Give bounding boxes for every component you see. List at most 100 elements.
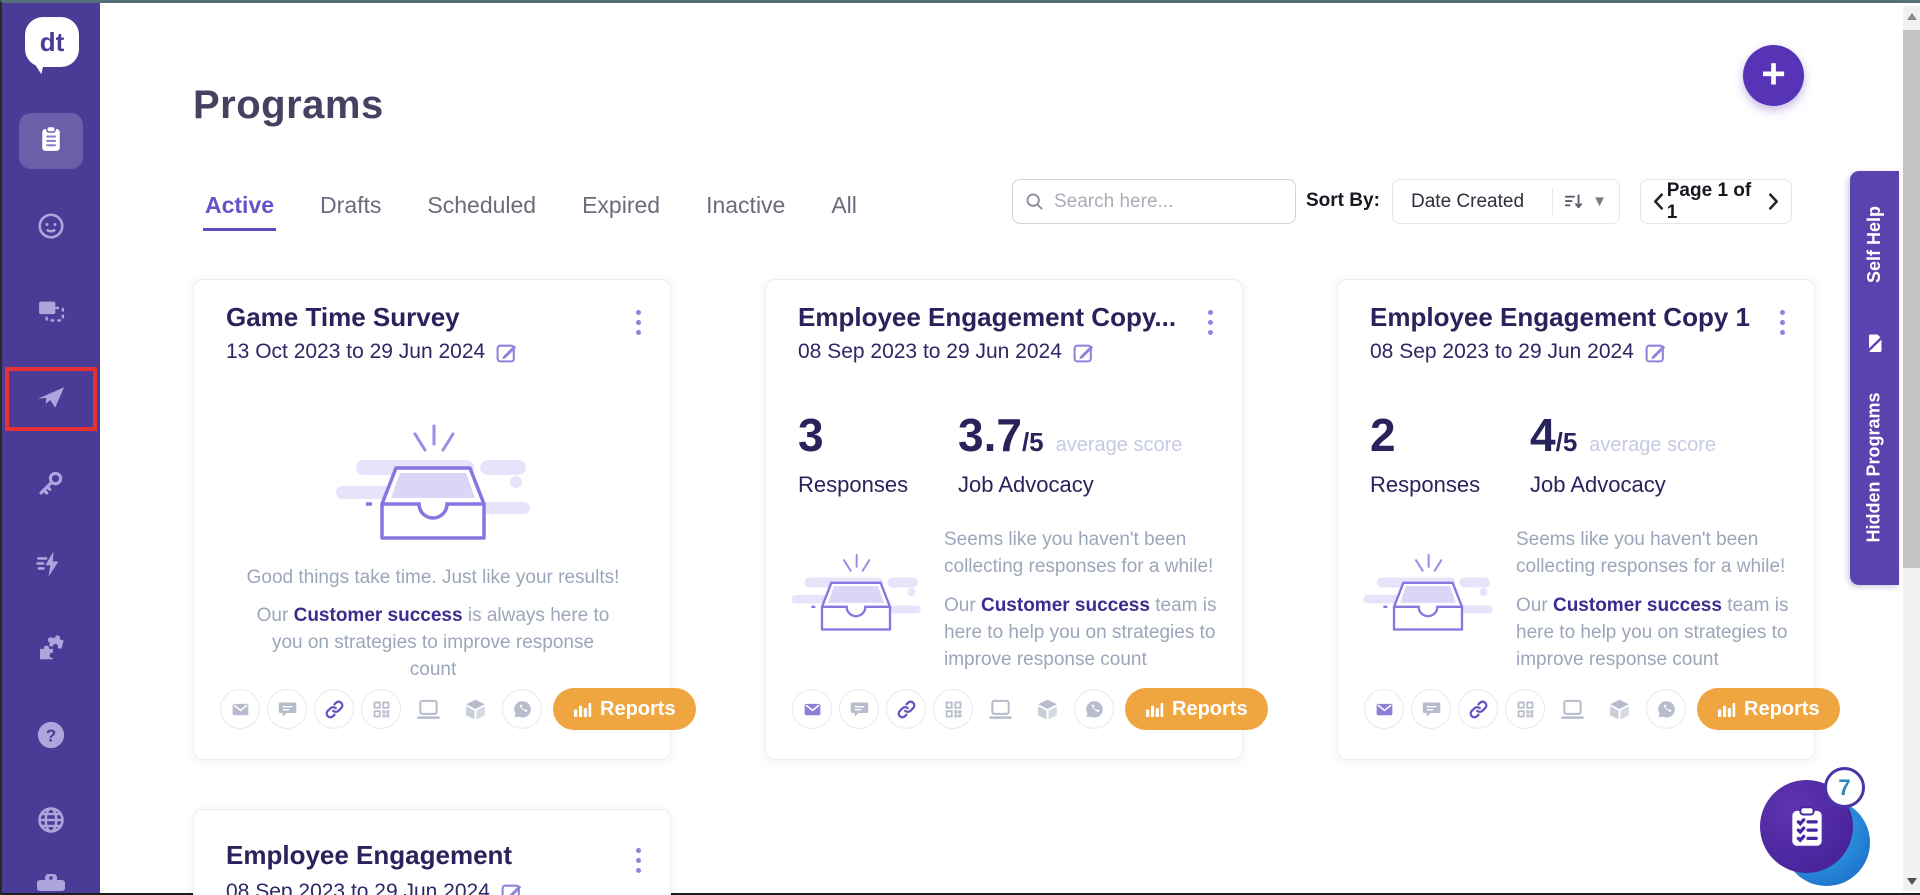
edit-dates-icon[interactable] xyxy=(1072,341,1095,364)
card-menu-button[interactable] xyxy=(1200,306,1220,339)
speed-lightning-icon xyxy=(36,549,66,584)
whatsapp-channel-button[interactable] xyxy=(502,689,542,729)
paper-plane-icon xyxy=(36,382,66,417)
divider xyxy=(1552,188,1554,215)
badge-count: 7 xyxy=(1838,774,1851,800)
sidebar-item-programs[interactable] xyxy=(19,113,83,169)
bar-chart-icon xyxy=(1146,702,1164,717)
tab-active[interactable]: Active xyxy=(202,192,277,231)
sidebar-item-quick-actions[interactable] xyxy=(2,538,100,594)
share-link-channel-button[interactable] xyxy=(1458,689,1498,729)
qr-code-channel-button[interactable] xyxy=(1505,689,1545,729)
card-menu-button[interactable] xyxy=(628,844,648,877)
scroll-down-button[interactable] xyxy=(1903,871,1920,891)
qr-code-channel-button[interactable] xyxy=(933,689,973,729)
prev-page-button[interactable] xyxy=(1653,192,1667,212)
page-title: Programs xyxy=(193,83,384,127)
sidebar-item-distribute[interactable] xyxy=(2,371,100,427)
note-prefix: Our xyxy=(944,595,976,616)
customer-success-link[interactable]: Customer success xyxy=(293,605,463,626)
edit-dates-icon[interactable] xyxy=(500,881,523,895)
scrollbar-thumb[interactable] xyxy=(1903,30,1920,568)
laptop-icon xyxy=(1560,699,1584,719)
smiley-icon xyxy=(36,211,66,246)
hidden-programs-icon-wrap[interactable] xyxy=(1850,323,1899,363)
reports-button[interactable]: Reports xyxy=(1697,688,1840,730)
globe-icon xyxy=(36,805,66,840)
responses-stat: 3 Responses xyxy=(798,412,908,498)
card-menu-button[interactable] xyxy=(628,306,648,339)
hidden-document-icon xyxy=(1864,332,1886,354)
score-stat: 4 /5 average score Job Advocacy xyxy=(1530,412,1716,498)
distribution-channels: Reports xyxy=(1364,688,1840,730)
sidebar-item-toolbox[interactable] xyxy=(2,871,100,895)
scroll-up-button[interactable] xyxy=(1903,6,1920,26)
qr-code-icon xyxy=(1517,701,1533,717)
sms-channel-button[interactable] xyxy=(1411,689,1451,729)
empty-inbox-illustration xyxy=(1358,548,1498,640)
score-stat: 3.7 /5 average score Job Advocacy xyxy=(958,412,1182,498)
envelope-icon xyxy=(232,703,248,715)
sidebar-item-screens[interactable] xyxy=(2,285,100,341)
kiosk-channel-button[interactable] xyxy=(1552,689,1592,729)
responses-value: 2 xyxy=(1370,409,1396,461)
edit-dates-icon[interactable] xyxy=(1644,341,1667,364)
kiosk-channel-button[interactable] xyxy=(408,689,448,729)
tab-drafts[interactable]: Drafts xyxy=(320,192,382,218)
sidebar-item-language[interactable] xyxy=(2,794,100,850)
sms-channel-button[interactable] xyxy=(267,689,307,729)
sms-channel-button[interactable] xyxy=(839,689,879,729)
note-suffix: team is here to help you on strategies t… xyxy=(944,595,1217,670)
customer-success-link[interactable]: Customer success xyxy=(1552,595,1722,616)
package-channel-button[interactable] xyxy=(455,689,495,729)
responses-label: Responses xyxy=(798,472,909,497)
sidebar-item-access-key[interactable] xyxy=(2,457,100,513)
empty-inbox-illustration xyxy=(786,548,926,640)
reports-button[interactable]: Reports xyxy=(1125,688,1268,730)
reports-button[interactable]: Reports xyxy=(553,688,696,730)
plus-icon: + xyxy=(1761,49,1786,97)
link-icon xyxy=(325,700,343,718)
whatsapp-channel-button[interactable] xyxy=(1646,689,1686,729)
next-page-button[interactable] xyxy=(1765,192,1779,212)
package-channel-button[interactable] xyxy=(1027,689,1067,729)
add-program-button[interactable]: + xyxy=(1743,45,1804,106)
email-channel-button[interactable] xyxy=(792,689,832,729)
sidebar-item-feedback-face[interactable] xyxy=(2,200,100,256)
sidebar-item-help[interactable]: ? xyxy=(2,709,100,765)
whatsapp-channel-button[interactable] xyxy=(1074,689,1114,729)
search-input[interactable] xyxy=(1054,190,1283,213)
customer-success-link[interactable]: Customer success xyxy=(980,595,1150,616)
page-indicator: Page 1 of 1 xyxy=(1666,179,1752,223)
sort-descending-icon[interactable] xyxy=(1563,191,1584,212)
tab-expired[interactable]: Expired xyxy=(582,192,661,218)
question-circle-icon: ? xyxy=(36,720,66,755)
pagination: Page 1 of 1 xyxy=(1640,179,1792,224)
card-menu-button[interactable] xyxy=(1772,306,1792,339)
share-link-channel-button[interactable] xyxy=(886,689,926,729)
app-logo[interactable]: dt xyxy=(25,17,79,67)
hidden-programs-tab[interactable]: Hidden Programs xyxy=(1850,367,1899,567)
self-help-tab[interactable]: Self Help xyxy=(1850,185,1899,303)
score-caption: average score xyxy=(1589,434,1717,456)
kiosk-channel-button[interactable] xyxy=(980,689,1020,729)
notification-badge: 7 xyxy=(1824,767,1865,808)
edit-dates-icon[interactable] xyxy=(495,341,518,364)
qr-code-channel-button[interactable] xyxy=(361,689,401,729)
score-max: /5 xyxy=(1021,427,1044,457)
tab-all[interactable]: All xyxy=(831,192,857,218)
sidebar-item-integrations[interactable] xyxy=(2,620,100,676)
sort-dropdown[interactable]: Date Created ▼ xyxy=(1392,179,1620,224)
bar-chart-icon xyxy=(1718,702,1736,717)
tab-inactive[interactable]: Inactive xyxy=(706,192,786,218)
share-link-channel-button[interactable] xyxy=(314,689,354,729)
clipboard-check-icon xyxy=(1791,805,1822,846)
chat-bubble-icon xyxy=(1422,702,1440,716)
package-channel-button[interactable] xyxy=(1599,689,1639,729)
email-channel-button[interactable] xyxy=(1364,689,1404,729)
empty-state-message: Good things take time. Just like your re… xyxy=(246,567,620,588)
responses-stat: 2 Responses xyxy=(1370,412,1480,498)
email-channel-button[interactable] xyxy=(220,689,260,729)
tab-scheduled[interactable]: Scheduled xyxy=(427,192,537,218)
package-icon xyxy=(465,699,485,719)
